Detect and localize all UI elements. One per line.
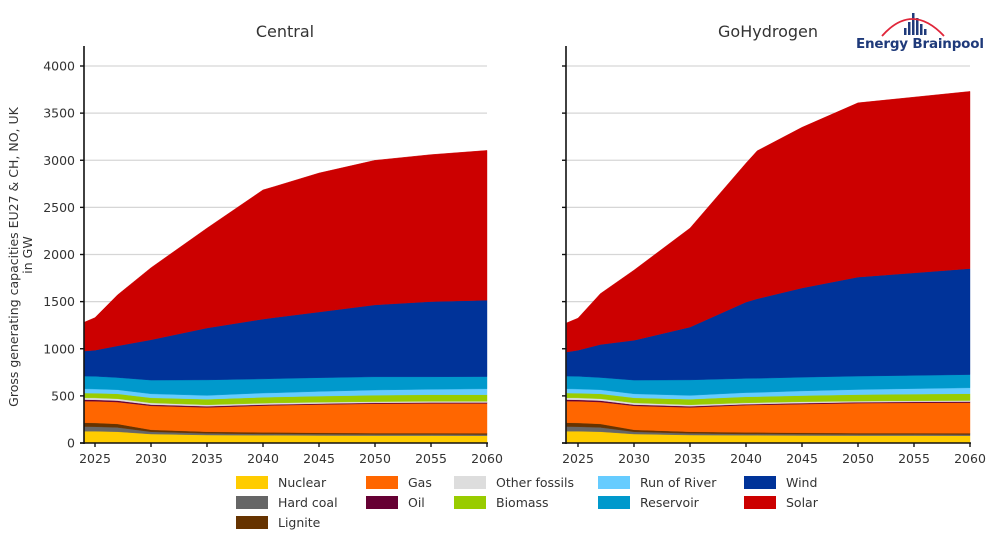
legend-item-solar: Solar xyxy=(744,493,818,511)
legend-item-reservoir: Reservoir xyxy=(598,493,699,511)
legend-item-wind: Wind xyxy=(744,473,817,491)
x-tick-label: 2060 xyxy=(954,451,986,466)
y-tick-label: 2500 xyxy=(43,200,75,215)
area-gas xyxy=(83,400,488,434)
stacked-areas xyxy=(83,150,488,444)
x-tick-label: 2025 xyxy=(79,451,111,466)
y-tick-label: 1500 xyxy=(43,294,75,309)
x-tick-label: 2055 xyxy=(898,451,930,466)
legend-item-hard-coal: Hard coal xyxy=(236,493,338,511)
legend-label: Gas xyxy=(408,474,432,490)
x-tick-label: 2050 xyxy=(842,451,874,466)
legend-label: Nuclear xyxy=(278,474,327,490)
x-tick-label: 2025 xyxy=(562,451,594,466)
x-tick-label: 2055 xyxy=(415,451,447,466)
logo-bars-icon xyxy=(881,13,945,37)
legend-swatch xyxy=(598,495,630,509)
legend-swatch xyxy=(236,515,268,529)
energy-brainpool-logo: Energy Brainpool xyxy=(852,10,987,58)
legend-label: Solar xyxy=(786,494,818,510)
axes xyxy=(562,46,971,447)
x-tick-labels: 2025 2030 2035 2040 2045 2050 2055 2060 xyxy=(562,451,986,466)
logo-text: Energy Brainpool xyxy=(856,36,984,52)
panel-title: GoHydrogen xyxy=(718,22,818,41)
legend-label: Run of River xyxy=(640,474,717,490)
x-tick-label: 2040 xyxy=(730,451,762,466)
legend-label: Biomass xyxy=(496,494,549,510)
legend-swatch xyxy=(744,475,776,489)
y-tick-label: 1000 xyxy=(43,341,75,356)
y-tick-label: 500 xyxy=(51,388,75,403)
y-tick-label: 0 xyxy=(67,436,75,451)
y-tick-label: 3000 xyxy=(43,153,75,168)
legend-label: Hard coal xyxy=(278,494,338,510)
panel-title: Central xyxy=(256,22,314,41)
legend: Nuclear Hard coal Lignite Gas Oil Other fossi… xyxy=(236,473,836,533)
y-tick-label: 2000 xyxy=(43,247,75,262)
y-tick-label: 4000 xyxy=(43,59,75,74)
y-axis-label-line1: Gross generating capacities EU27 & CH, N… xyxy=(6,106,21,406)
x-tick-label: 2035 xyxy=(191,451,223,466)
legend-item-run-of-river: Run of River xyxy=(598,473,716,491)
area-solar xyxy=(566,91,971,353)
x-tick-label: 2030 xyxy=(618,451,650,466)
legend-item-lignite: Lignite xyxy=(236,513,320,531)
legend-swatch xyxy=(236,495,268,509)
x-tick-labels: 2025 2030 2035 2040 2045 2050 2055 2060 xyxy=(79,451,503,466)
legend-swatch xyxy=(454,495,486,509)
legend-swatch xyxy=(366,495,398,509)
legend-swatch xyxy=(744,495,776,509)
x-tick-label: 2040 xyxy=(247,451,279,466)
legend-item-biomass: Biomass xyxy=(454,493,549,511)
area-gas xyxy=(566,400,971,434)
stacked-areas xyxy=(566,91,971,444)
legend-swatch xyxy=(598,475,630,489)
panel-gohydrogen: GoHydrogen 2025 2030 2035 2040 2045 2050 2055 2… xyxy=(562,22,986,466)
legend-item-other-fossils: Other fossils xyxy=(454,473,574,491)
y-axis-label: Gross generating capacities EU27 & CH, N… xyxy=(6,103,35,407)
legend-item-nuclear: Nuclear xyxy=(236,473,326,491)
area-solar xyxy=(83,150,488,352)
y-axis-label-line2: in GW xyxy=(20,236,35,273)
legend-label: Oil xyxy=(408,494,425,510)
axes xyxy=(80,46,488,447)
x-tick-label: 2030 xyxy=(135,451,167,466)
x-tick-label: 2050 xyxy=(359,451,391,466)
legend-item-gas: Gas xyxy=(366,473,432,491)
legend-label: Other fossils xyxy=(496,474,574,490)
legend-item-oil: Oil xyxy=(366,493,425,511)
x-tick-label: 2035 xyxy=(674,451,706,466)
x-tick-label: 2060 xyxy=(471,451,503,466)
x-tick-label: 2045 xyxy=(786,451,818,466)
panel-central: Central 0 500 1000 1500 2000 2500 3000 3500 4000… xyxy=(43,22,503,466)
y-tick-labels: 0 500 1000 1500 2000 2500 3000 3500 4000 xyxy=(43,59,75,451)
legend-label: Reservoir xyxy=(640,494,699,510)
legend-swatch xyxy=(236,475,268,489)
y-tick-label: 3500 xyxy=(43,106,75,121)
legend-swatch xyxy=(454,475,486,489)
legend-swatch xyxy=(366,475,398,489)
legend-label: Lignite xyxy=(278,514,321,530)
x-tick-label: 2045 xyxy=(303,451,335,466)
legend-label: Wind xyxy=(786,474,818,490)
